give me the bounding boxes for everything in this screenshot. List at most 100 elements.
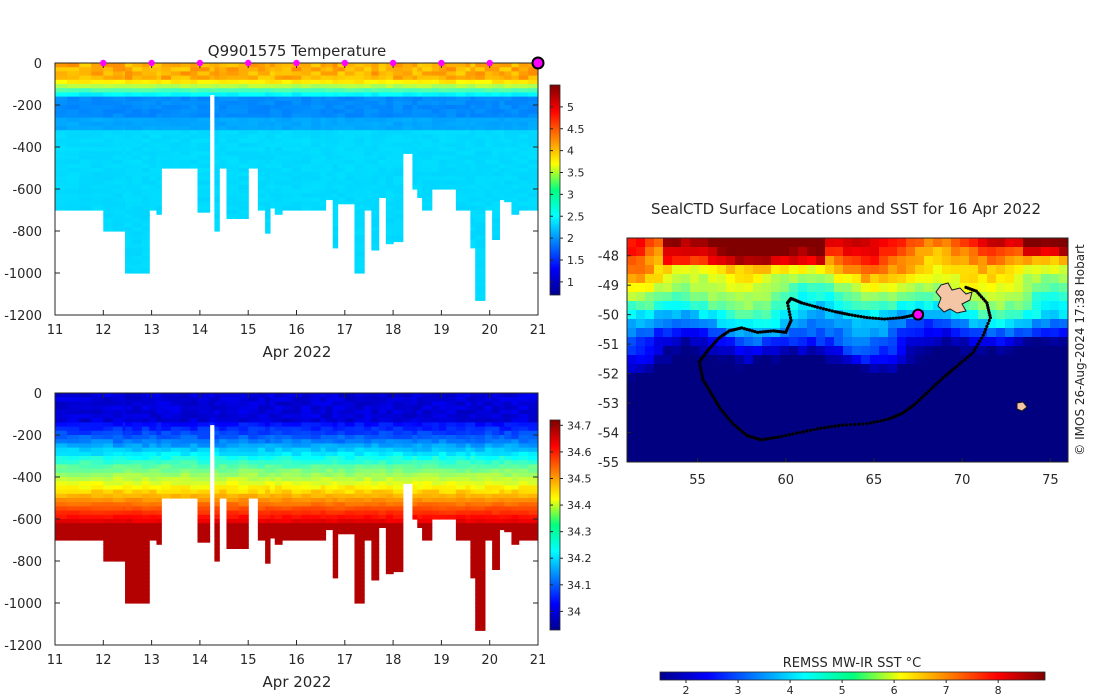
sst-cell	[816, 292, 826, 302]
data-cell	[103, 168, 114, 173]
sst-cell	[888, 265, 898, 275]
data-cell	[125, 117, 133, 123]
data-cell	[132, 456, 143, 461]
data-cell	[103, 468, 114, 474]
data-cell	[310, 121, 322, 127]
data-cell	[385, 527, 394, 533]
data-cell	[67, 477, 80, 482]
data-cell	[332, 113, 339, 119]
data-cell	[291, 126, 302, 131]
salinity-section-panel: 11 12 13 14 15 16 17 18 19 20 210-200-400-600-800-…	[4, 387, 591, 691]
data-cell	[518, 493, 529, 499]
data-cell	[214, 556, 220, 562]
data-cell	[455, 92, 467, 98]
data-cell	[492, 67, 500, 72]
sst-cell	[699, 328, 709, 338]
data-cell	[219, 163, 228, 169]
data-cell	[197, 489, 211, 495]
profile-marker	[438, 59, 445, 67]
data-cell	[238, 540, 249, 545]
data-cell	[499, 168, 505, 173]
data-cell	[214, 218, 220, 224]
sst-cell	[627, 301, 637, 311]
data-cell	[170, 426, 182, 432]
data-cell	[269, 409, 276, 415]
sst-cell	[807, 265, 817, 275]
data-cell	[282, 527, 293, 533]
data-cell	[79, 189, 92, 194]
data-cell	[325, 422, 334, 428]
data-cell	[257, 134, 266, 140]
data-cell	[79, 100, 92, 106]
data-cell	[55, 519, 68, 524]
sst-cell	[906, 283, 916, 293]
data-cell	[431, 172, 440, 177]
data-cell	[161, 477, 172, 482]
data-cell	[269, 138, 276, 144]
data-cell	[265, 485, 271, 491]
data-cell	[180, 489, 191, 495]
data-cell	[141, 519, 150, 524]
data-cell	[103, 414, 114, 419]
sst-cell	[726, 238, 736, 248]
data-cell	[197, 451, 211, 457]
data-cell	[422, 75, 433, 81]
sst-cell	[771, 301, 781, 311]
data-cell	[161, 67, 172, 72]
data-cell	[269, 88, 276, 93]
data-cell	[385, 210, 394, 215]
data-cell	[455, 163, 467, 169]
colorbar-tick-label: 3.5	[567, 167, 585, 180]
sst-cell	[627, 247, 637, 257]
data-cell	[301, 100, 312, 106]
data-cell	[337, 201, 346, 205]
data-cell	[422, 184, 433, 190]
data-cell	[170, 422, 182, 428]
data-cell	[438, 105, 447, 110]
data-cell	[265, 92, 271, 98]
data-cell	[282, 151, 293, 156]
data-cell	[438, 75, 447, 81]
data-cell	[402, 401, 414, 407]
data-cell	[402, 430, 414, 436]
data-cell	[344, 435, 356, 440]
data-cell	[320, 414, 327, 419]
data-cell	[325, 523, 334, 528]
data-cell	[257, 435, 266, 440]
sst-cell	[708, 292, 718, 302]
data-cell	[132, 464, 143, 470]
data-cell	[282, 63, 293, 68]
sst-cell	[771, 310, 781, 320]
data-cell	[265, 439, 271, 444]
data-cell	[417, 397, 423, 402]
data-cell	[79, 63, 92, 68]
data-cell	[112, 506, 124, 512]
data-cell	[337, 502, 346, 507]
data-cell	[412, 418, 418, 423]
data-cell	[484, 485, 493, 491]
data-cell	[475, 590, 486, 596]
data-cell	[310, 205, 322, 211]
data-cell	[378, 176, 387, 182]
data-cell	[274, 193, 283, 198]
data-cell	[402, 435, 414, 440]
data-cell	[214, 523, 220, 528]
data-cell	[156, 468, 162, 474]
data-cell	[371, 239, 380, 245]
data-cell	[412, 168, 418, 173]
data-cell	[344, 100, 356, 106]
sst-cell	[1041, 238, 1051, 248]
data-cell	[269, 201, 276, 207]
data-cell	[528, 435, 538, 440]
data-cell	[337, 130, 346, 135]
data-cell	[180, 430, 191, 436]
data-cell	[475, 180, 486, 186]
data-cell	[528, 126, 538, 131]
data-cell	[518, 100, 529, 106]
data-cell	[484, 147, 493, 152]
data-cell	[475, 277, 486, 282]
data-cell	[197, 113, 211, 119]
data-cell	[125, 155, 133, 161]
data-cell	[492, 565, 500, 570]
sst-cell	[726, 247, 736, 257]
